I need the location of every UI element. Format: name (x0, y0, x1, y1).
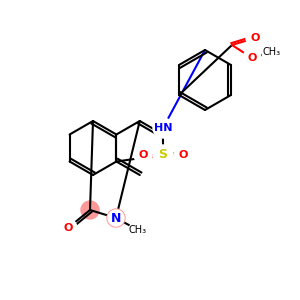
Text: O: O (138, 150, 148, 160)
Text: O: O (250, 33, 260, 43)
Text: O: O (247, 53, 257, 63)
Text: CH₃: CH₃ (129, 225, 147, 235)
Text: HN: HN (154, 123, 172, 133)
Circle shape (153, 118, 173, 138)
Circle shape (243, 49, 261, 67)
Circle shape (108, 210, 124, 226)
Circle shape (262, 42, 282, 62)
Circle shape (246, 29, 264, 47)
Circle shape (107, 209, 125, 227)
Circle shape (134, 146, 152, 164)
Text: O: O (63, 223, 73, 233)
Text: CH₃: CH₃ (263, 47, 281, 57)
Circle shape (129, 221, 147, 239)
Text: S: S (158, 148, 167, 161)
Text: N: N (111, 212, 121, 224)
Text: O: O (178, 150, 188, 160)
Circle shape (81, 201, 99, 219)
Circle shape (59, 219, 77, 237)
Circle shape (174, 146, 192, 164)
Circle shape (153, 145, 173, 165)
